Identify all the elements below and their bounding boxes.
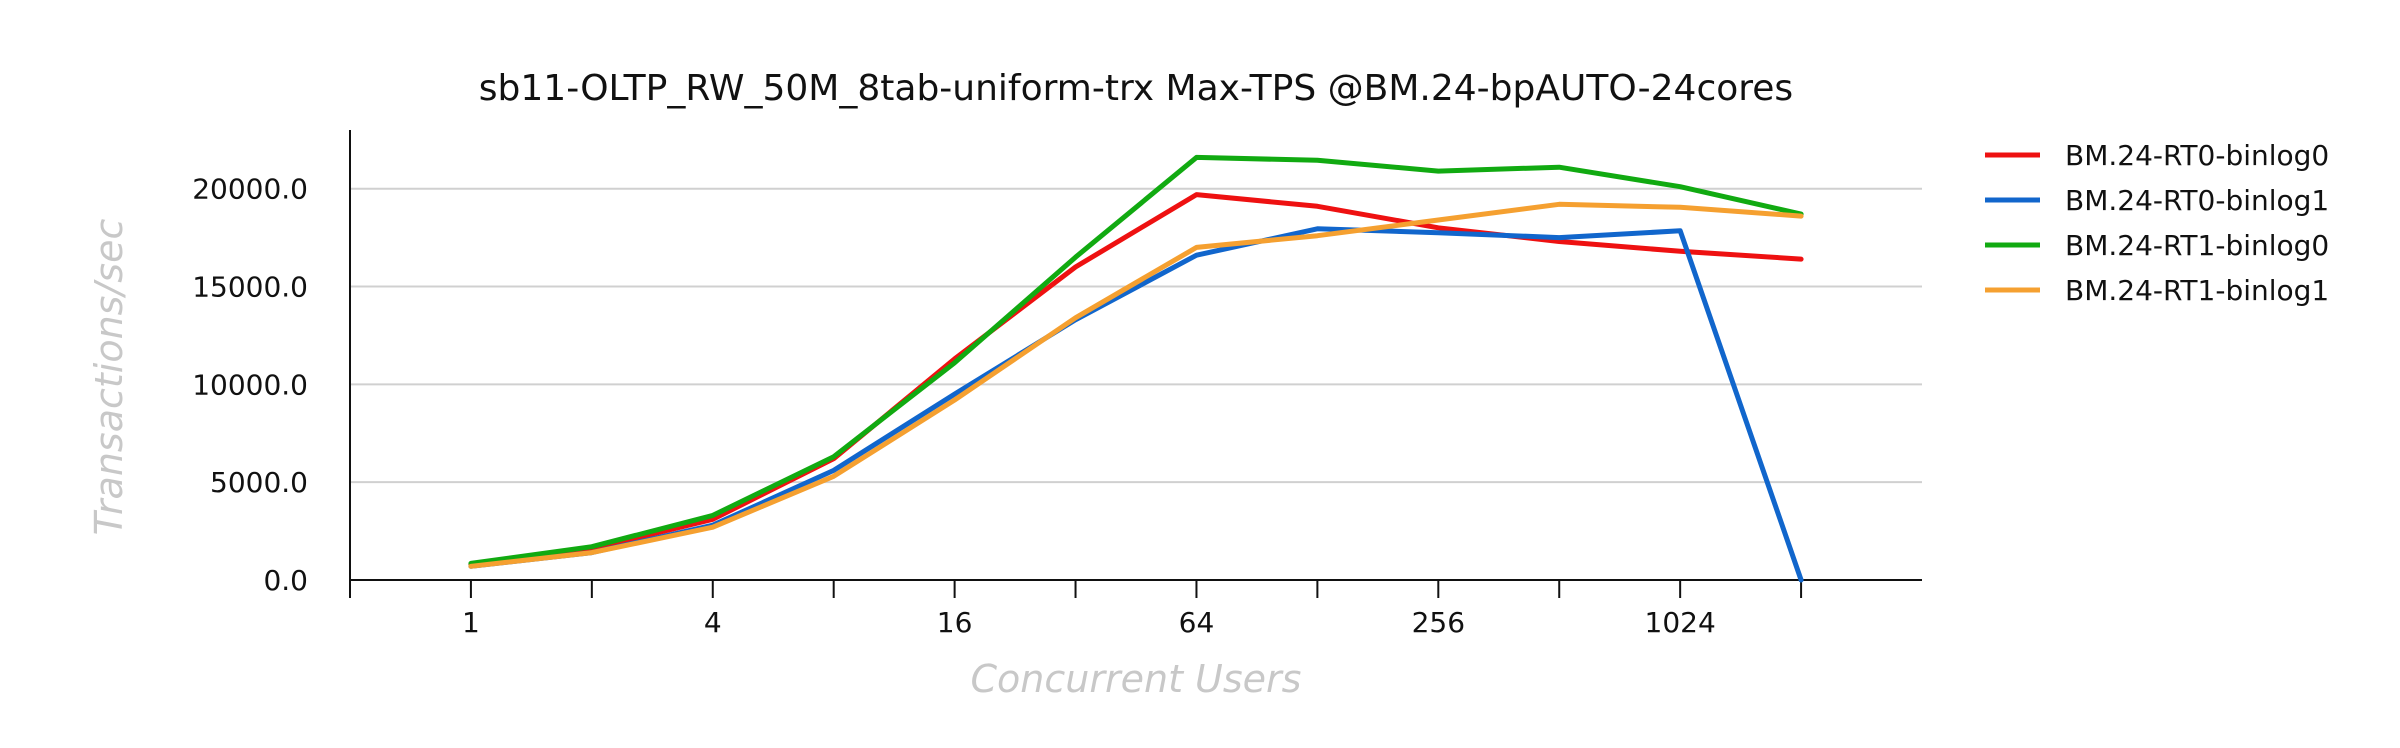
legend-entry-label: BM.24-RT0-binlog0 [2065,139,2329,172]
legend-entry-label: BM.24-RT0-binlog1 [2065,184,2329,217]
x-tick-label: 4 [704,606,722,639]
chart-title: sb11-OLTP_RW_50M_8tab-uniform-trx Max-TP… [479,68,1793,109]
y-tick-label: 0.0 [263,564,308,597]
y-tick-label: 20000.0 [192,173,308,206]
series-lines [468,154,1804,583]
x-tick-label: 1 [462,606,480,639]
legend: BM.24-RT0-binlog0 BM.24-RT0-binlog1 BM.24-… [1985,139,2329,307]
series-line-BM.24-RT1-binlog1 [468,201,1804,569]
legend-entry-label: BM.24-RT1-binlog1 [2065,274,2329,307]
series-line-BM.24-RT0-binlog0 [468,192,1804,567]
y-axis-label: Transactions/sec [87,219,131,536]
x-tick-label: 16 [937,606,973,639]
x-tick-label: 256 [1412,606,1465,639]
y-tick-label: 10000.0 [192,368,308,401]
series-line-BM.24-RT1-binlog0 [468,154,1804,566]
x-tick-label: 64 [1179,606,1215,639]
y-tick-label: 15000.0 [192,271,308,304]
axes: 0.0 5000.0 10000.0 15000.0 20000.0 1 4 16 64 256 1… [192,130,1922,639]
x-axis-label: Concurrent Users [971,657,1302,701]
legend-entry-label: BM.24-RT1-binlog0 [2065,229,2329,262]
x-tick-label: 1024 [1645,606,1716,639]
y-tick-label: 5000.0 [210,466,308,499]
